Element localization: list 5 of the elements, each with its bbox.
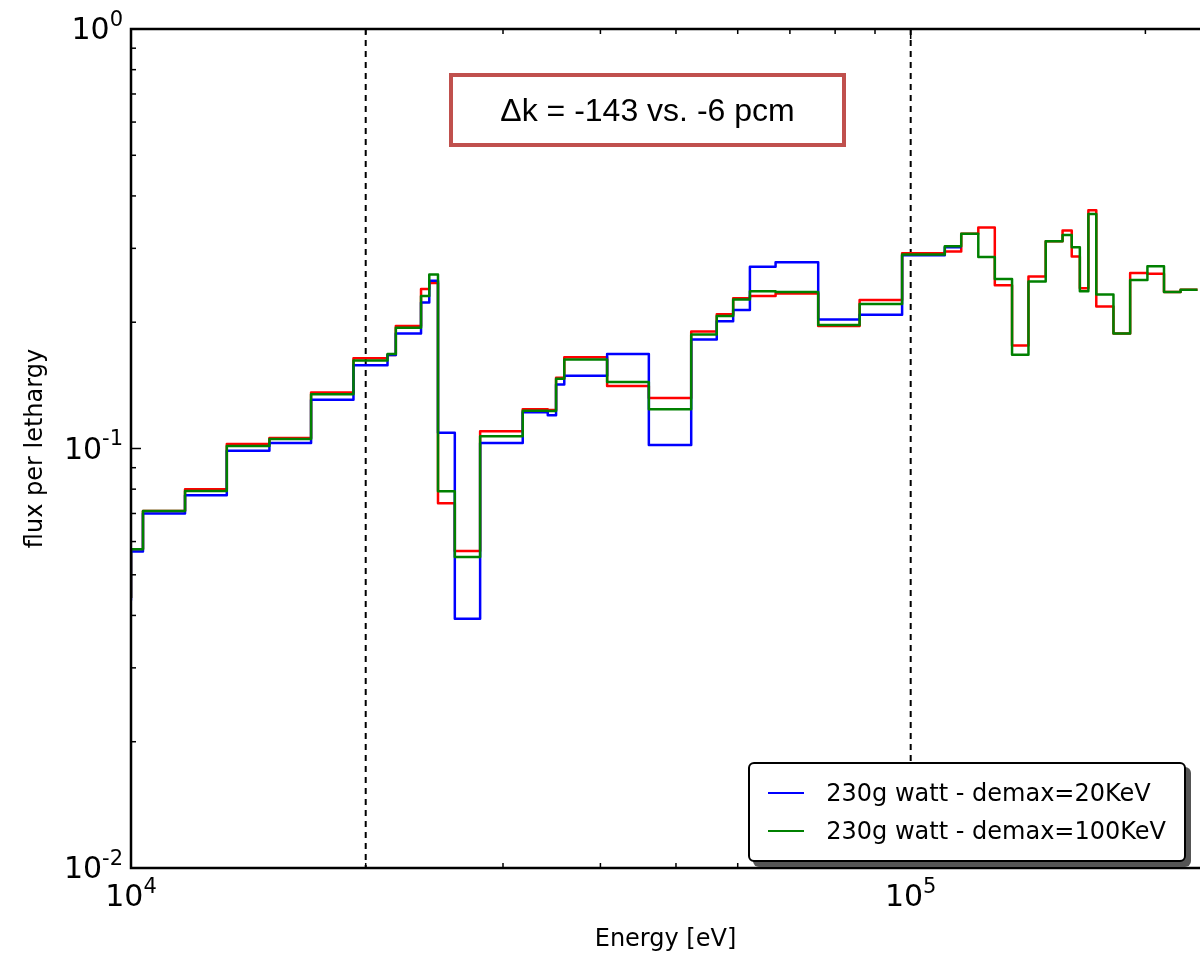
annotation: Δk = -143 vs. -6 pcm [449,73,846,147]
legend-label: 230g watt - demax=20KeV [826,779,1151,807]
y-axis-title: flux per lethargy [20,348,48,549]
x-axis-title: Energy [eV] [594,924,737,952]
legend-label: 230g watt - demax=100KeV [826,817,1166,845]
